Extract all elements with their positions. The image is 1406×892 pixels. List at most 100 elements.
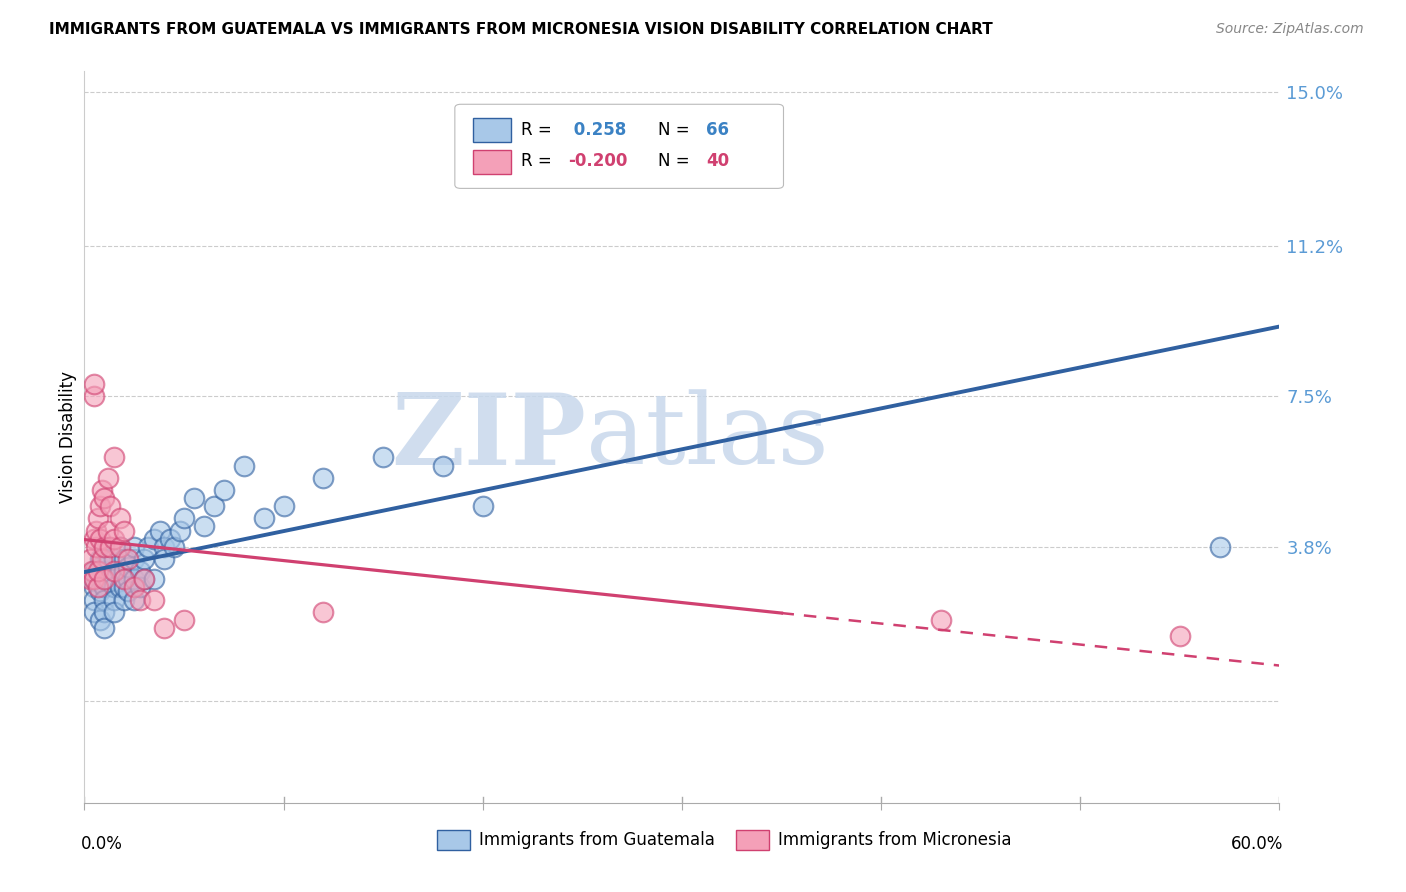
Point (79, 572, 101, 586)
Point (93, 540, 115, 554)
Text: N =: N = (658, 153, 695, 170)
Text: IMMIGRANTS FROM GUATEMALA VS IMMIGRANTS FROM MICRONESIA VISION DISABILITY CORREL: IMMIGRANTS FROM GUATEMALA VS IMMIGRANTS … (49, 22, 993, 37)
Point (929, 613, 952, 627)
Point (129, 581, 152, 595)
Point (86, 540, 108, 554)
Text: -0.200: -0.200 (568, 153, 627, 170)
Point (117, 572, 139, 586)
Text: N =: N = (658, 121, 695, 139)
Point (129, 564, 152, 578)
Point (103, 581, 125, 595)
Point (89, 613, 111, 627)
Point (112, 572, 135, 586)
Point (112, 592, 135, 607)
Point (103, 564, 125, 578)
Point (212, 483, 235, 497)
Point (253, 511, 276, 525)
Bar (472, 150, 510, 174)
Text: Immigrants from Guatemala: Immigrants from Guatemala (479, 831, 714, 849)
Point (89, 552, 111, 566)
Point (202, 499, 225, 513)
Point (122, 540, 145, 554)
Point (183, 491, 205, 505)
Point (93, 572, 115, 586)
Point (82, 564, 104, 578)
Text: R =: R = (520, 121, 557, 139)
Point (169, 524, 191, 538)
Point (122, 552, 145, 566)
Point (136, 540, 159, 554)
Point (83, 572, 105, 586)
Point (117, 560, 139, 574)
Text: Immigrants from Micronesia: Immigrants from Micronesia (778, 831, 1011, 849)
Point (110, 581, 132, 595)
Bar (437, 830, 471, 850)
Point (93, 540, 115, 554)
Point (571, 117, 593, 131)
Text: Source: ZipAtlas.com: Source: ZipAtlas.com (1216, 22, 1364, 37)
Point (110, 540, 132, 554)
Point (132, 572, 156, 586)
Text: ZIP: ZIP (391, 389, 586, 485)
Point (83, 592, 105, 607)
Point (193, 519, 215, 533)
Point (91, 483, 114, 497)
Text: 0.0%: 0.0% (80, 835, 122, 854)
Point (117, 584, 139, 599)
Point (312, 605, 335, 619)
Point (173, 613, 195, 627)
Point (89, 532, 111, 546)
Text: 60.0%: 60.0% (1232, 835, 1284, 854)
Point (312, 471, 335, 485)
Point (173, 511, 195, 525)
Point (143, 592, 166, 607)
Point (86, 524, 108, 538)
Point (132, 572, 156, 586)
Point (97, 572, 120, 586)
Point (83, 389, 105, 403)
Point (1209, 540, 1232, 554)
Point (112, 581, 135, 595)
Point (103, 532, 125, 546)
Point (98, 540, 121, 554)
Point (87, 511, 110, 525)
Point (373, 450, 395, 465)
Point (83, 377, 105, 392)
Text: 66: 66 (706, 121, 728, 139)
Point (93, 491, 115, 505)
Text: atlas: atlas (586, 389, 830, 485)
Point (83, 572, 105, 586)
Text: R =: R = (520, 153, 557, 170)
Point (143, 532, 166, 546)
Point (97, 552, 120, 566)
Point (83, 605, 105, 619)
Point (122, 592, 145, 607)
Point (93, 572, 115, 586)
Point (117, 552, 139, 566)
Point (93, 621, 115, 635)
Point (87, 564, 110, 578)
Point (103, 450, 125, 465)
Point (83, 532, 105, 546)
Point (110, 511, 132, 525)
Y-axis label: Vision Disability: Vision Disability (59, 371, 77, 503)
Point (163, 540, 186, 554)
Point (93, 564, 115, 578)
Point (273, 499, 295, 513)
Point (432, 458, 454, 473)
Point (153, 621, 176, 635)
Point (103, 572, 125, 586)
Point (93, 605, 115, 619)
Bar (735, 830, 769, 850)
Point (103, 592, 125, 607)
Point (98, 499, 121, 513)
Point (1168, 629, 1191, 643)
Point (159, 532, 181, 546)
Point (87, 581, 110, 595)
Point (93, 581, 115, 595)
Point (91, 552, 114, 566)
Point (97, 524, 120, 538)
Point (93, 592, 115, 607)
Point (89, 560, 111, 574)
Point (122, 572, 145, 586)
